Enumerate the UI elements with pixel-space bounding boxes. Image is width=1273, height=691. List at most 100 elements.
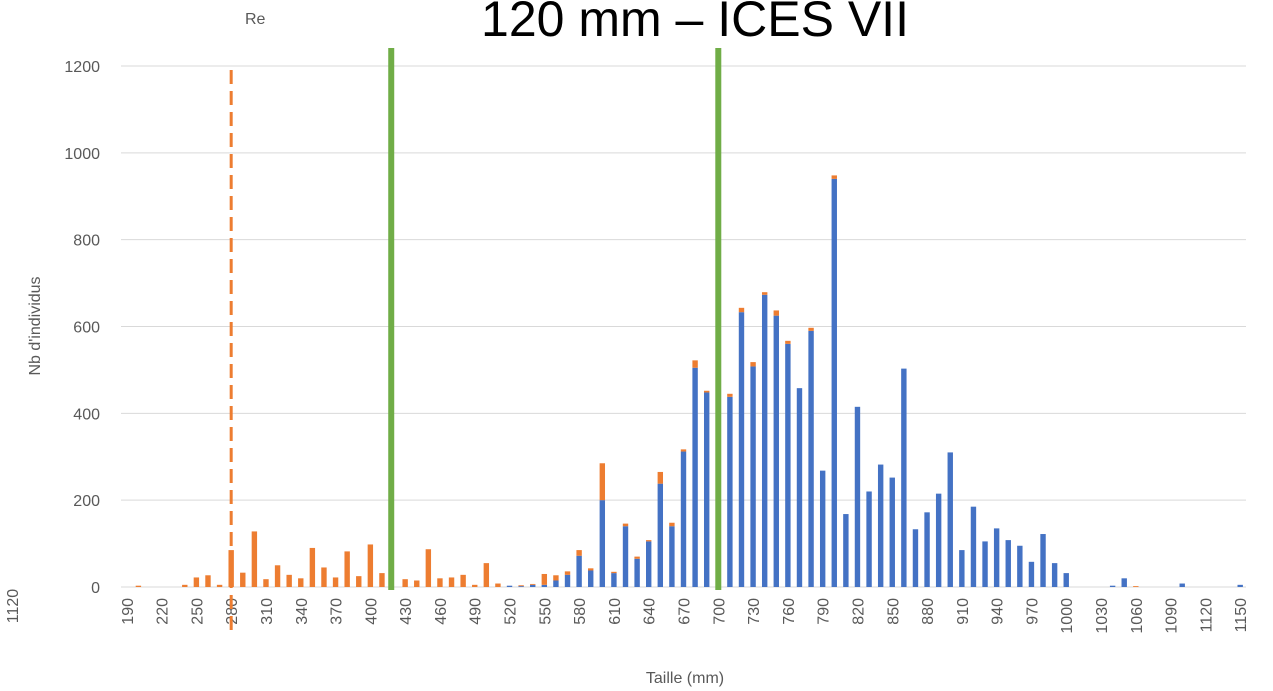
x-tick-label: 640: [642, 598, 659, 625]
x-tick-label: 400: [363, 598, 380, 625]
bar: [564, 571, 571, 575]
bar: [761, 294, 768, 587]
bar: [332, 577, 339, 587]
bar: [1005, 540, 1011, 587]
x-tick-label: 1030: [1094, 598, 1111, 634]
bar: [819, 470, 826, 587]
bar: [808, 330, 814, 587]
bar: [727, 393, 733, 397]
bar: [379, 573, 385, 587]
bar: [588, 568, 594, 571]
x-tick-label: 700: [711, 598, 728, 625]
bar: [1133, 586, 1139, 587]
bar: [530, 584, 536, 587]
bar: [425, 549, 432, 587]
bar: [646, 541, 652, 587]
x-tick-label: 1150: [1233, 598, 1250, 633]
bar: [680, 451, 687, 587]
x-tick-label: 340: [294, 598, 311, 625]
bar: [1237, 584, 1243, 587]
bar: [634, 558, 640, 587]
y-tick-label: 0: [91, 580, 100, 597]
bar: [854, 406, 861, 587]
y-tick-label: 1000: [64, 146, 100, 163]
bar: [553, 580, 559, 587]
bar: [912, 529, 919, 587]
x-tick-label: 250: [189, 598, 206, 625]
bar: [518, 585, 524, 587]
bar: [599, 463, 606, 501]
bar: [646, 540, 652, 542]
bar: [611, 573, 617, 587]
bar: [356, 576, 362, 587]
bar: [576, 550, 582, 556]
bar: [622, 526, 629, 587]
bar: [993, 528, 1000, 587]
bar: [785, 340, 791, 344]
bar: [599, 500, 606, 587]
y-tick-label: 1200: [64, 59, 100, 76]
x-tick-label: 280: [224, 598, 241, 625]
x-tick-label: 580: [572, 598, 589, 625]
bar: [506, 585, 513, 587]
x-tick-label: 940: [990, 598, 1007, 625]
x-tick-label: 760: [781, 598, 798, 625]
bar: [959, 550, 965, 587]
bar: [808, 327, 814, 331]
bar: [251, 531, 258, 587]
bar: [309, 547, 316, 587]
bar: [483, 563, 490, 587]
bar: [1121, 578, 1127, 587]
bar: [286, 574, 292, 587]
bar: [785, 343, 791, 587]
bar: [611, 571, 617, 574]
bar: [205, 575, 211, 587]
bar: [240, 572, 246, 587]
bar: [448, 577, 455, 587]
bar: [727, 396, 733, 587]
bar: [321, 567, 327, 587]
bar: [1109, 585, 1116, 587]
y-axis-label: Nb d'individus: [27, 276, 44, 375]
bar: [216, 584, 223, 587]
x-axis-label: Taille (mm): [646, 670, 724, 687]
bar: [831, 178, 837, 587]
x-tick-label: 910: [955, 598, 972, 625]
bar: [1017, 545, 1023, 587]
x-tick-label: 430: [398, 598, 415, 625]
bar: [982, 541, 988, 587]
bar: [877, 464, 884, 587]
bar: [935, 493, 942, 587]
x-tick-label: 610: [607, 598, 624, 625]
bar: [495, 583, 501, 587]
bar: [773, 310, 779, 316]
bar: [298, 578, 304, 587]
bar: [1040, 534, 1046, 587]
y-tick-label: 400: [73, 406, 100, 423]
bar: [193, 577, 200, 587]
bar: [738, 312, 745, 587]
x-tick-label: 190: [120, 598, 137, 625]
y-tick-label: 200: [73, 493, 100, 510]
bar: [541, 584, 548, 587]
x-tick-label: 790: [816, 598, 833, 625]
bar: [843, 514, 849, 587]
bar: [402, 579, 408, 587]
x-tick-label: 1000: [1059, 598, 1076, 634]
bar: [228, 550, 234, 587]
x-tick-label: 970: [1024, 598, 1041, 625]
x-tick-label: 880: [920, 598, 937, 625]
bar: [588, 570, 594, 587]
bar: [1179, 583, 1185, 587]
bar: [889, 477, 895, 587]
bar: [657, 483, 664, 587]
x-tick-label: 520: [503, 598, 520, 625]
x-tick-label: 820: [850, 598, 867, 625]
bar: [460, 574, 466, 587]
bar: [518, 586, 524, 587]
bar: [274, 565, 281, 587]
x-tick-label: 460: [433, 598, 450, 625]
bar: [135, 585, 142, 587]
